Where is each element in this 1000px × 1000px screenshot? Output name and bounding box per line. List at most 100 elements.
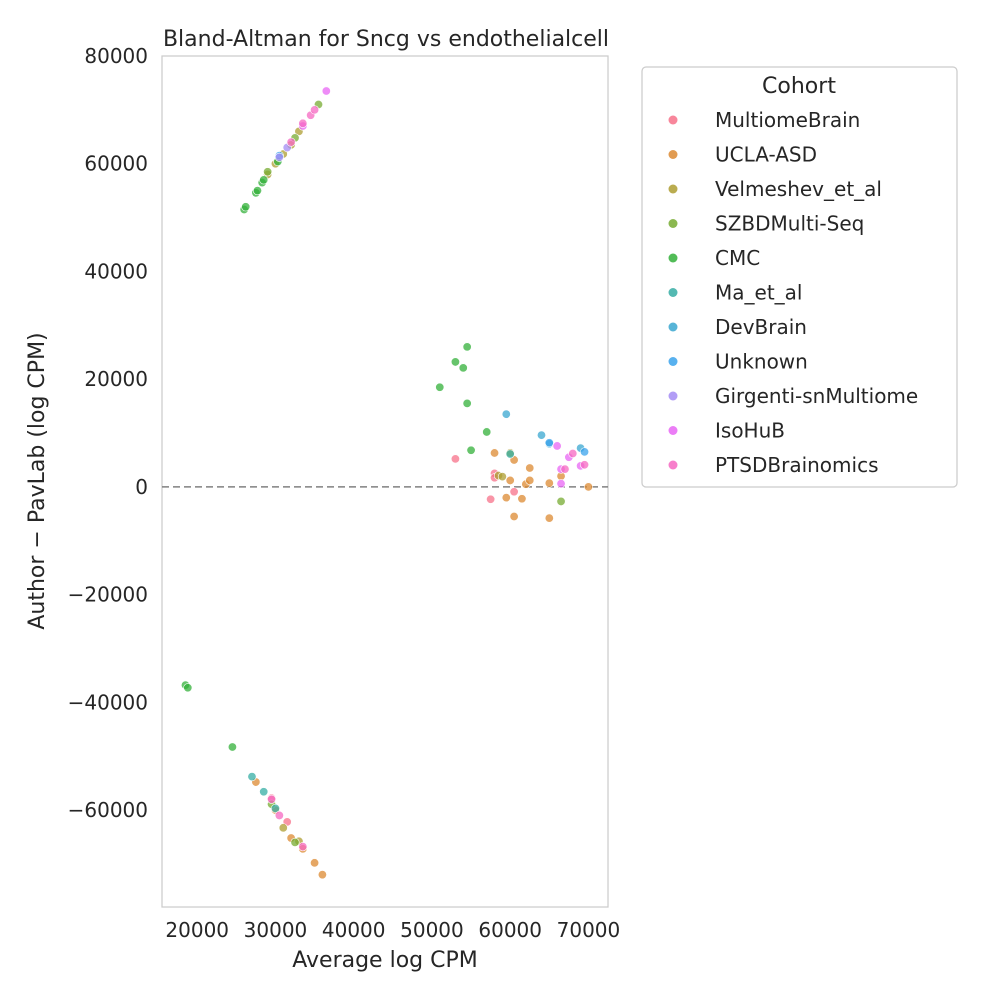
data-point: [274, 810, 284, 820]
data-point: [525, 463, 535, 473]
data-point: [270, 803, 280, 813]
data-point: [247, 772, 257, 782]
legend-title: Cohort: [762, 74, 836, 99]
data-point: [490, 448, 500, 458]
legend: Cohort MultiomeBrain UCLA-ASD Velmeshev_et…: [641, 66, 958, 488]
data-point: [509, 487, 519, 497]
legend-marker: [668, 322, 678, 332]
data-point: [544, 438, 554, 448]
data-point: [486, 494, 496, 504]
y-tick-label: 60000: [84, 152, 148, 176]
data-point: [568, 448, 578, 458]
data-point: [482, 427, 492, 437]
plot-area: [161, 55, 609, 908]
data-point: [274, 152, 284, 162]
legend-entry-label: UCLA-ASD: [715, 143, 817, 167]
x-tick-label: 40000: [322, 918, 386, 942]
y-tick-label: 80000: [84, 44, 148, 68]
data-point: [263, 167, 273, 177]
data-point: [241, 202, 251, 212]
legend-marker: [668, 391, 678, 401]
y-axis-ticks: −60000 −40000 −20000 0 20000 40000 60000 80000: [68, 44, 148, 822]
data-point: [310, 858, 320, 868]
data-point: [458, 363, 468, 373]
plot-frame: [161, 55, 609, 908]
data-point: [286, 137, 296, 147]
x-tick-label: 30000: [244, 918, 308, 942]
data-point: [267, 794, 277, 804]
data-point: [183, 683, 193, 693]
legend-marker: [668, 460, 678, 470]
data-point: [552, 441, 562, 451]
legend-marker: [668, 426, 678, 435]
legend-entry-label: PTSDBrainomics: [715, 453, 879, 477]
legend-marker: [668, 253, 678, 263]
y-axis-label: Author − PavLab (log CPM): [25, 332, 50, 629]
data-point: [466, 445, 476, 455]
data-point: [450, 454, 460, 464]
legend-marker: [668, 219, 678, 228]
x-tick-label: 20000: [165, 918, 229, 942]
data-point: [509, 512, 519, 522]
data-point: [501, 409, 511, 419]
data-point: [580, 447, 590, 457]
data-point: [290, 837, 300, 847]
data-point: [227, 742, 237, 752]
legend-entry-label: MultiomeBrain: [715, 108, 860, 132]
y-tick-label: −40000: [68, 690, 148, 714]
y-tick-label: 40000: [84, 259, 148, 283]
legend-marker: [668, 357, 678, 366]
data-points: [180, 86, 593, 880]
chart-title: Bland-Altman for Sncg vs endothelialcell: [163, 27, 609, 52]
data-point: [505, 475, 515, 485]
data-point: [462, 398, 472, 408]
data-point: [252, 186, 262, 196]
data-point: [560, 464, 570, 474]
data-point: [278, 823, 288, 833]
data-point: [321, 86, 331, 96]
legend-entry-label: SZBDMulti-Seq: [715, 212, 864, 236]
data-point: [501, 493, 511, 503]
data-point: [544, 513, 554, 523]
legend-entry-label: IsoHuB: [715, 419, 785, 443]
data-point: [544, 478, 554, 488]
data-point: [317, 870, 327, 880]
data-point: [556, 479, 566, 489]
data-point: [450, 357, 460, 367]
data-point: [259, 787, 269, 797]
data-point: [556, 496, 566, 506]
data-point: [505, 449, 515, 459]
data-point: [517, 494, 527, 504]
data-point: [435, 382, 445, 392]
legend-entry-label: CMC: [715, 246, 760, 270]
data-point: [298, 842, 308, 852]
y-tick-label: 20000: [84, 367, 148, 391]
legend-marker: [668, 150, 678, 159]
legend-entry-label: Ma_et_al: [715, 281, 802, 305]
data-point: [525, 475, 535, 485]
y-tick-label: 0: [135, 475, 148, 499]
legend-entry-label: Girgenti-snMultiome: [715, 384, 918, 408]
x-axis-label: Average log CPM: [292, 948, 477, 973]
data-point: [536, 430, 546, 440]
data-point: [583, 482, 593, 492]
legend-items: MultiomeBrain UCLA-ASD Velmeshev_et_al SZBD…: [668, 108, 918, 477]
data-point: [298, 118, 308, 128]
data-point: [497, 472, 507, 482]
data-point: [259, 175, 269, 185]
y-tick-label: −20000: [68, 583, 148, 607]
legend-entry-label: DevBrain: [715, 315, 807, 339]
y-tick-label: −60000: [68, 798, 148, 822]
x-tick-label: 70000: [557, 918, 621, 942]
legend-marker: [668, 288, 678, 297]
x-tick-label: 60000: [478, 918, 542, 942]
data-point: [580, 460, 590, 470]
legend-marker: [668, 115, 678, 125]
legend-frame: [641, 66, 958, 488]
data-point: [310, 105, 320, 115]
legend-marker: [668, 184, 678, 194]
data-point: [462, 342, 472, 352]
legend-entry-label: Unknown: [715, 350, 808, 374]
legend-entry-label: Velmeshev_et_al: [715, 177, 882, 201]
